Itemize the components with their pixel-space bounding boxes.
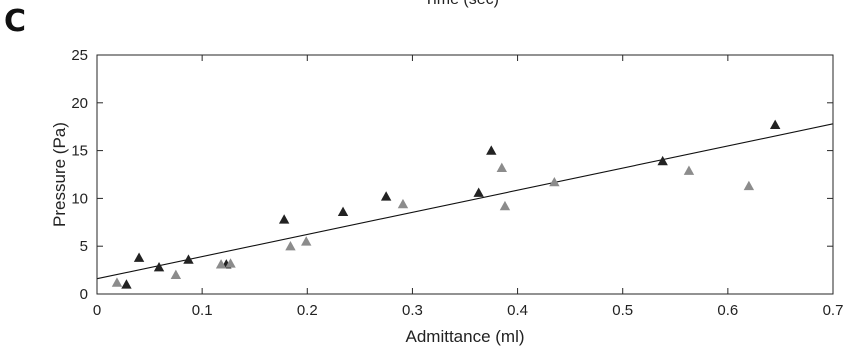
- y-tick-label: 0: [80, 286, 88, 303]
- y-axis-ticks: 0 5 10 15 20 25: [71, 47, 833, 303]
- x-tick-label: 0.4: [507, 302, 528, 319]
- data-point-dark: [133, 252, 145, 262]
- data-point-gray: [301, 236, 312, 246]
- plot-area-frame: [96, 54, 834, 295]
- data-point-gray: [743, 180, 755, 191]
- data-point-dark: [486, 145, 497, 155]
- y-tick-label: 15: [71, 143, 88, 160]
- data-point-dark: [657, 155, 668, 166]
- data-point-gray: [549, 176, 560, 187]
- data-point-dark: [380, 191, 392, 201]
- y-tick-label: 10: [71, 190, 88, 207]
- data-point-dark: [183, 254, 194, 264]
- x-tick-label: 0.5: [612, 302, 633, 319]
- data-point-gray: [285, 241, 296, 251]
- chart-marks: [96, 119, 834, 289]
- y-axis-title: Pressure (Pa): [50, 122, 69, 227]
- data-point-dark: [153, 262, 165, 272]
- x-tick-label: 0.6: [717, 302, 738, 319]
- data-point-gray: [225, 258, 236, 268]
- x-tick-label: 0.7: [823, 302, 844, 319]
- data-point-dark: [337, 206, 349, 216]
- x-tick-label: 0: [93, 302, 101, 319]
- x-axis-title: Admittance (ml): [405, 327, 524, 346]
- clipped-axis-title: Time (sec): [424, 0, 499, 9]
- data-point-dark: [278, 214, 290, 224]
- y-tick-label: 20: [71, 95, 88, 112]
- x-axis-ticks: 0 0.1 0.2 0.3 0.4 0.5 0.6 0.7: [93, 55, 844, 319]
- x-tick-label: 0.2: [297, 302, 318, 319]
- data-point-gray: [496, 162, 507, 172]
- data-point-gray: [215, 259, 227, 269]
- data-point-gray: [111, 277, 123, 287]
- data-point-gray: [683, 165, 695, 175]
- data-point-gray: [397, 198, 409, 209]
- panel-label: C: [4, 4, 27, 39]
- data-point-gray: [170, 269, 182, 280]
- data-point-dark: [473, 187, 484, 197]
- data-point-dark: [121, 279, 132, 289]
- data-point-gray: [499, 200, 511, 211]
- data-point-dark: [769, 119, 781, 129]
- y-tick-label: 25: [71, 47, 88, 64]
- y-tick-label: 5: [80, 238, 88, 255]
- fit-line: [96, 123, 834, 280]
- x-tick-label: 0.3: [402, 302, 423, 319]
- x-tick-label: 0.1: [192, 302, 213, 319]
